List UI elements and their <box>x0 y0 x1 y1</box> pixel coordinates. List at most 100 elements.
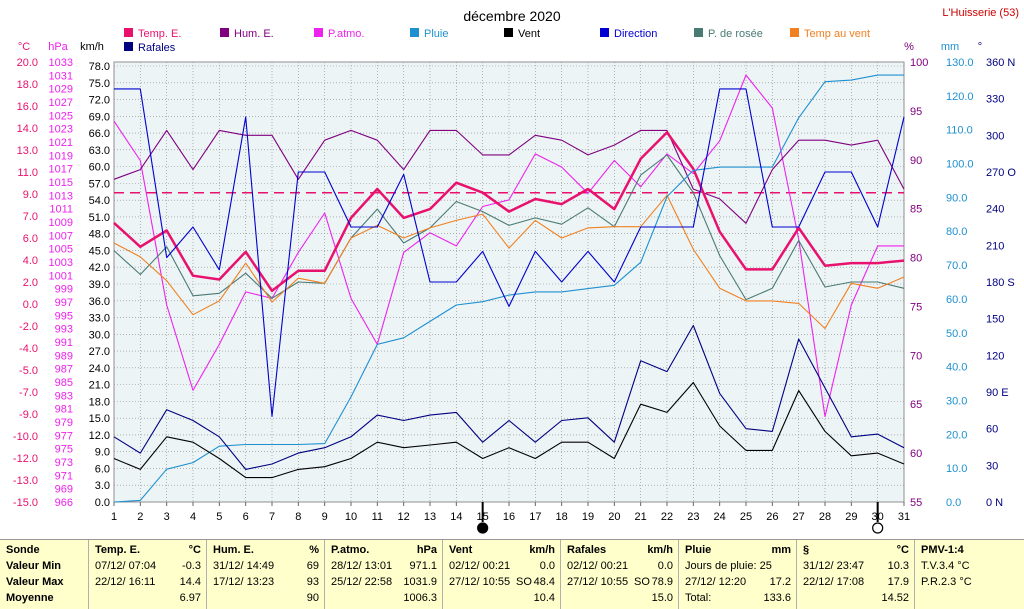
wind-tick-label: 57.0 <box>89 178 110 190</box>
stats-press-head: P.atmo. <box>331 544 370 556</box>
x-tick-label: 24 <box>714 511 726 523</box>
wind-tick-label: 33.0 <box>89 313 110 325</box>
stats-gust-unit: km/h <box>647 544 673 556</box>
wind-tick-label: 42.0 <box>89 262 110 274</box>
press-tick-label: 979 <box>55 417 73 429</box>
x-tick-label: 4 <box>190 511 196 523</box>
press-tick-label: 989 <box>55 350 73 362</box>
rain-tick-label: 110.0 <box>946 125 973 137</box>
legend-label: Hum. E. <box>234 28 274 40</box>
x-tick-label: 14 <box>450 511 462 523</box>
rain-tick-label: 40.0 <box>946 362 967 374</box>
stats-pmv-line1: T.V.3.4 °C <box>921 560 970 572</box>
stats-gust-min-value: 0.0 <box>657 560 673 572</box>
stats-gust-head: Rafales <box>567 544 607 556</box>
temp-tick-label: 20.0 <box>17 57 38 69</box>
stats-rain-unit: mm <box>771 544 791 556</box>
x-tick-label: 27 <box>793 511 805 523</box>
stats-labels-column: Sonde Valeur Min Valeur Max Moyenne <box>0 540 88 609</box>
temp-tick-label: -4.0 <box>19 343 38 355</box>
stats-wind-unit: km/h <box>529 544 555 556</box>
stats-rain-max-date: 27/12/ 12:20 <box>685 576 747 588</box>
x-tick-label: 18 <box>556 511 568 523</box>
stats-wind-head: Vent <box>449 544 473 556</box>
series-line-rafales <box>113 324 905 470</box>
dir-axis-unit: ° <box>978 41 982 53</box>
rain-tick-label: 20.0 <box>946 429 967 441</box>
stats-press-min-value: 971.1 <box>409 560 437 572</box>
press-tick-label: 1029 <box>49 84 73 96</box>
new-moon-icon <box>477 522 489 534</box>
x-tick-label: 7 <box>269 511 275 523</box>
legend-swatch <box>790 28 799 37</box>
full-moon-icon <box>872 522 884 534</box>
stats-misc-column: § °C 31/12/ 23:47 10.3 22/12/ 17:08 17.9 14… <box>796 540 915 609</box>
series-line-vent <box>113 381 905 479</box>
stats-wind-min-date: 02/12/ 00:21 <box>449 560 511 572</box>
x-tick-label: 11 <box>372 511 383 523</box>
x-tick-label: 29 <box>845 511 857 523</box>
wind-tick-label: 21.0 <box>89 380 110 392</box>
series-line-temp-e- <box>113 131 905 293</box>
temp-tick-label: 11.0 <box>17 167 38 179</box>
rain-tick-label: 80.0 <box>946 226 967 238</box>
stats-rain-total-value: 133.6 <box>763 592 791 604</box>
stats-panel: Sonde Valeur Min Valeur Max Moyenne Temp… <box>0 539 1024 609</box>
press-tick-label: 1015 <box>49 177 73 189</box>
rain-tick-label: 60.0 <box>946 294 967 306</box>
x-tick-label: 25 <box>740 511 752 523</box>
dir-tick-label: 210 <box>986 240 1004 252</box>
wind-tick-label: 54.0 <box>89 195 110 207</box>
dir-tick-label: 300 <box>986 130 1004 142</box>
wind-tick-label: 78.0 <box>89 61 110 73</box>
x-tick-label: 21 <box>635 511 647 523</box>
wind-tick-label: 69.0 <box>89 111 110 123</box>
stats-misc-avg: 14.52 <box>881 592 909 604</box>
rain-tick-label: 100.0 <box>946 159 974 171</box>
chart-title: décembre 2020 <box>463 8 561 24</box>
legend-swatch <box>694 28 703 37</box>
stats-temp-max-date: 22/12/ 16:11 <box>95 576 156 588</box>
legend-label: Direction <box>614 28 657 40</box>
stats-pmv-column: PMV-1:4 T.V.3.4 °C P.R.2.3 °C <box>914 540 1024 609</box>
hum-tick-label: 65 <box>910 399 922 411</box>
dir-tick-label: 330 <box>986 94 1004 106</box>
temp-tick-label: 14.0 <box>17 123 38 135</box>
press-tick-label: 1023 <box>49 124 73 136</box>
temp-tick-label: 0.0 <box>23 299 38 311</box>
rain-axis-unit: mm <box>941 41 959 53</box>
stats-hum-head: Hum. E. <box>213 544 254 556</box>
temp-tick-label: -5.0 <box>19 365 38 377</box>
legend-label: Temp. E. <box>138 28 181 40</box>
rain-tick-label: 90.0 <box>946 192 967 204</box>
stats-min-label: Valeur Min <box>6 560 62 572</box>
stats-gust-max-dir: SO <box>634 576 650 588</box>
x-tick-label: 9 <box>322 511 328 523</box>
stats-press-column: P.atmo. hPa 28/12/ 13:01 971.1 25/12/ 22:5… <box>324 540 443 609</box>
stats-temp-max-value: 14.4 <box>179 576 201 588</box>
press-tick-label: 993 <box>55 324 73 336</box>
stats-hum-unit: % <box>309 544 319 556</box>
legend: Temp. E. Hum. E. P.atmo. Pluie Vent Direction… <box>124 28 870 54</box>
press-tick-label: 975 <box>55 444 73 456</box>
stats-misc-min-date: 31/12/ 23:47 <box>803 560 865 572</box>
wind-tick-label: 3.0 <box>95 480 110 492</box>
wind-tick-label: 60.0 <box>89 162 110 174</box>
legend-swatch <box>124 28 133 37</box>
legend-swatch <box>124 42 133 51</box>
wind-tick-label: 24.0 <box>89 363 110 375</box>
stats-hum-avg: 90 <box>306 592 319 604</box>
temp-tick-label: -7.0 <box>19 387 38 399</box>
wind-tick-label: 63.0 <box>89 145 110 157</box>
press-axis-unit: hPa <box>48 41 68 53</box>
legend-swatch <box>410 28 419 37</box>
stats-pmv-head: PMV-1:4 <box>921 544 964 556</box>
rain-tick-label: 10.0 <box>946 463 967 475</box>
temp-tick-label: 4.0 <box>23 255 38 267</box>
dir-tick-label: 120 <box>986 350 1004 362</box>
stats-temp-min-date: 07/12/ 07:04 <box>95 560 157 572</box>
wind-tick-label: 0.0 <box>95 497 110 509</box>
stats-hum-min-value: 69 <box>306 560 319 572</box>
rain-tick-label: 130.0 <box>946 57 974 69</box>
dir-tick-label: 180 S <box>986 277 1015 289</box>
